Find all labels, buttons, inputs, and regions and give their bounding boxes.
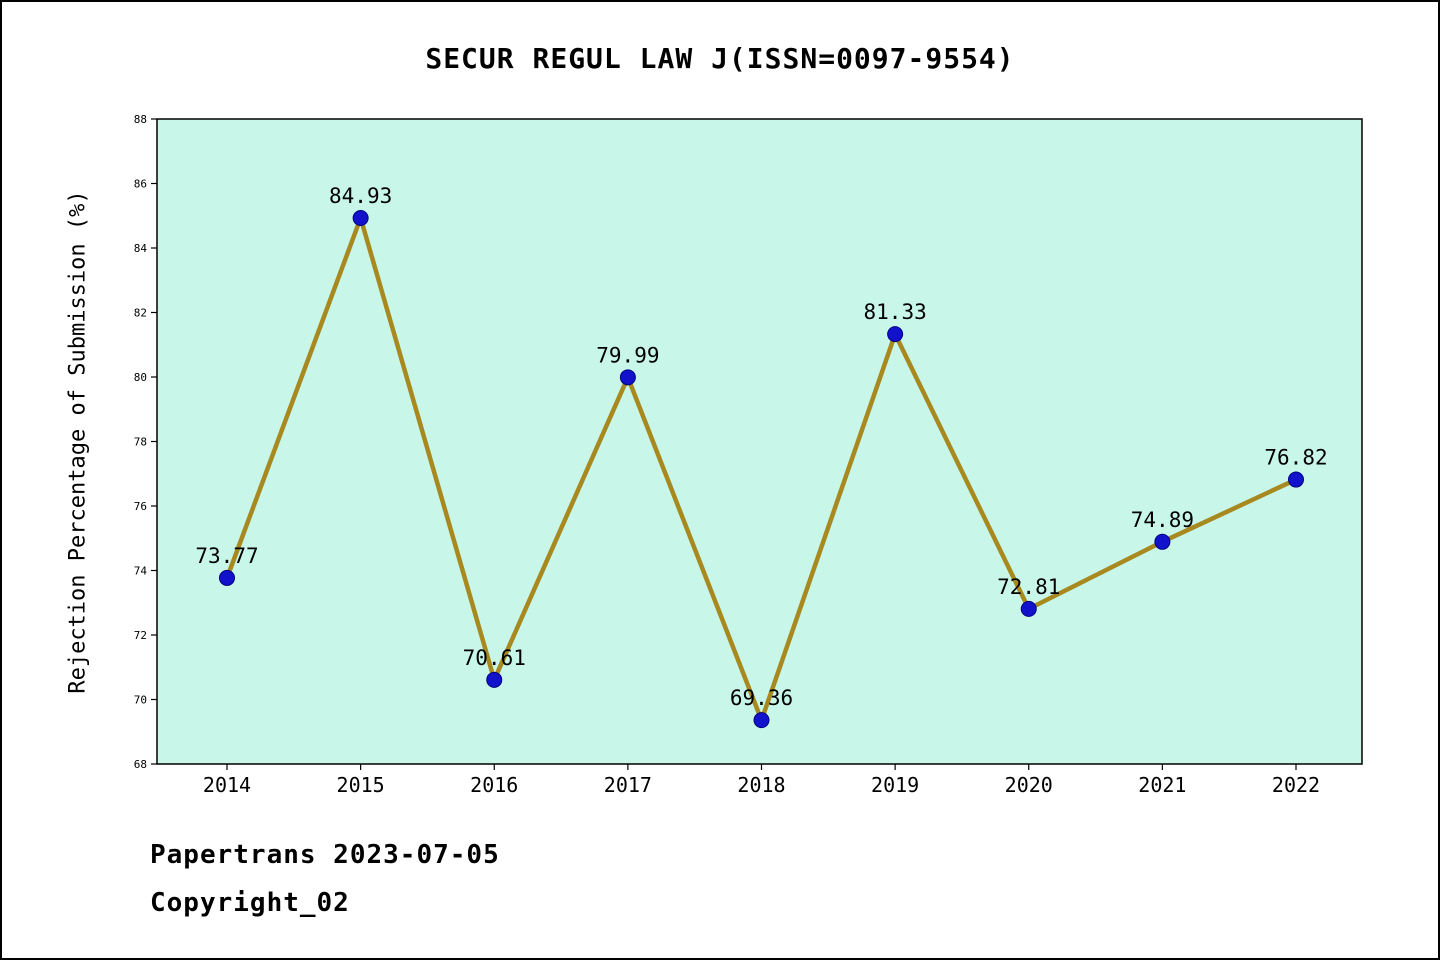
point-label: 76.82: [1264, 446, 1327, 470]
y-tick-label: 82: [134, 307, 147, 320]
x-tick-label: 2019: [871, 773, 919, 797]
y-tick-label: 84: [134, 242, 148, 255]
y-tick-label: 68: [134, 758, 147, 771]
footer-copyright: Copyright_02: [150, 888, 350, 918]
data-point: [1288, 471, 1304, 488]
y-tick-label: 78: [134, 436, 147, 449]
footer-source-date: Papertrans 2023-07-05: [150, 840, 500, 870]
x-tick-label: 2022: [1272, 773, 1320, 797]
point-label: 73.77: [195, 544, 258, 568]
point-label: 79.99: [596, 343, 659, 367]
data-point: [753, 712, 770, 729]
x-tick-label: 2014: [203, 773, 251, 797]
data-point: [486, 671, 503, 688]
point-label: 81.33: [864, 300, 927, 324]
y-tick-label: 70: [134, 694, 147, 707]
chart-title: SECUR REGUL LAW J(ISSN=0097-9554): [425, 42, 1015, 75]
x-tick-label: 2016: [470, 773, 518, 797]
data-point: [887, 326, 904, 343]
y-tick-label: 72: [134, 629, 147, 642]
point-label: 72.81: [997, 575, 1060, 599]
point-label: 69.36: [730, 686, 793, 710]
data-point: [1020, 600, 1037, 617]
y-tick-label: 76: [134, 500, 147, 513]
data-point: [352, 210, 369, 227]
x-tick-label: 2017: [604, 773, 652, 797]
plot-area: [156, 118, 1363, 765]
data-point: [619, 369, 636, 386]
data-point: [219, 569, 235, 586]
data-point: [1154, 533, 1171, 550]
x-tick-label: 2018: [737, 773, 785, 797]
y-tick-label: 80: [134, 371, 147, 384]
point-label: 84.93: [329, 184, 392, 208]
point-label: 74.89: [1131, 508, 1194, 532]
x-tick-label: 2021: [1138, 773, 1186, 797]
x-tick-label: 2020: [1005, 773, 1053, 797]
y-tick-label: 88: [134, 113, 147, 126]
y-tick-label: 86: [134, 178, 147, 191]
x-tick-label: 2015: [337, 773, 385, 797]
y-tick-label: 74: [134, 565, 148, 578]
point-label: 70.61: [463, 646, 526, 670]
